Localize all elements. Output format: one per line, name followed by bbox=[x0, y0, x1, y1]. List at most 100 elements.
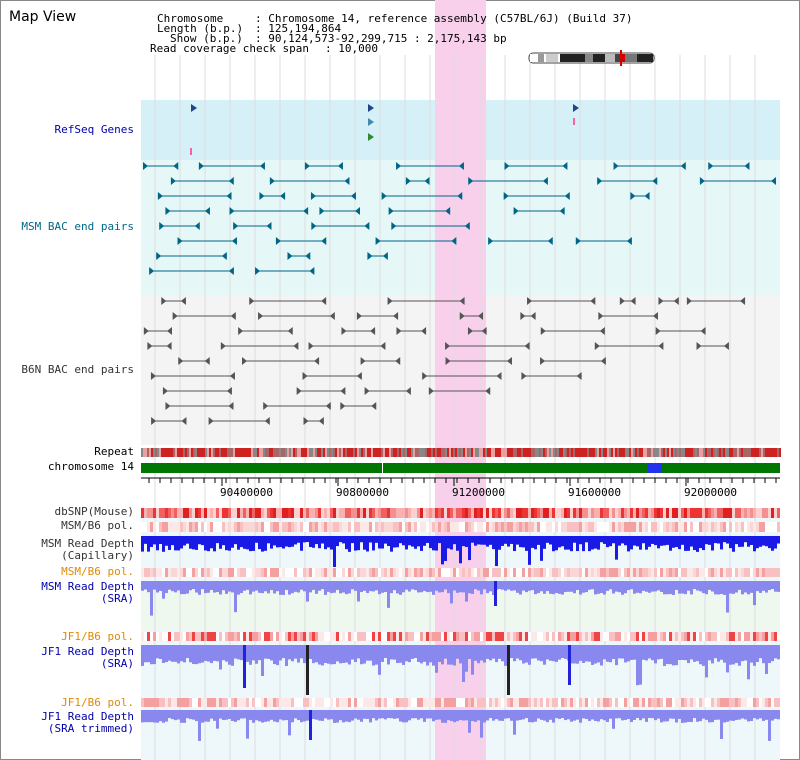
msm-cap-depth-bar bbox=[435, 536, 438, 551]
msm-sra-depth-bar bbox=[753, 581, 756, 606]
msm-cap-depth-bar bbox=[756, 536, 759, 549]
track-label-msm-bac[interactable]: MSM BAC end pairs bbox=[21, 220, 134, 233]
dbsnp-cell bbox=[417, 508, 420, 518]
jf1-pol-cell bbox=[492, 632, 495, 641]
dbsnp-cell bbox=[336, 508, 339, 518]
jf1-sra-depth-bar bbox=[555, 645, 558, 662]
msm-sra-depth-bar bbox=[195, 581, 198, 593]
msm-cap-depth-bar bbox=[564, 536, 567, 550]
track-label-refseq[interactable]: RefSeq Genes bbox=[54, 123, 134, 136]
jf1-pol-cell bbox=[234, 632, 237, 641]
msm-bac-pair-end bbox=[304, 162, 310, 170]
jf1-sra-depth-bar bbox=[219, 645, 222, 670]
msm-pol-cell bbox=[456, 522, 459, 532]
msm-pol-cell bbox=[435, 522, 438, 532]
repeat-block bbox=[387, 448, 389, 457]
msm-pol2-cell bbox=[300, 568, 303, 577]
repeat-block bbox=[625, 448, 627, 457]
msm-pol2-cell bbox=[207, 568, 210, 577]
repeat-block bbox=[363, 448, 365, 457]
msm-pol-cell bbox=[267, 522, 270, 532]
jf1-sra-depth-bar bbox=[606, 645, 609, 662]
jf1-sra-depth-bar bbox=[417, 645, 420, 662]
jf1-pol-cell bbox=[435, 632, 438, 641]
jf1-sra-depth-bar bbox=[192, 645, 195, 665]
track-label-msm-depth-cap-sub: (Capillary) bbox=[61, 549, 134, 562]
track-label-jf1-depth-trim[interactable]: JF1 Read Depth bbox=[41, 710, 134, 723]
track-label-b6n-bac[interactable]: B6N BAC end pairs bbox=[21, 363, 134, 376]
msm-cap-depth-bar bbox=[405, 536, 408, 550]
msm-pol-cell bbox=[408, 522, 411, 532]
msm-pol-cell bbox=[357, 522, 360, 532]
jf1-sra-depth-bar bbox=[579, 645, 582, 661]
dbsnp-cell bbox=[282, 508, 285, 518]
msm-bac-pair-end bbox=[503, 192, 509, 200]
jf1-sra-depth-bar bbox=[492, 645, 495, 659]
jf1-pol-cell bbox=[723, 632, 726, 641]
jf1-pol-cell bbox=[660, 632, 663, 641]
msm-cap-depth-bar bbox=[240, 536, 243, 548]
jf1-sra-depth-bar bbox=[225, 645, 228, 662]
dbsnp-cell bbox=[681, 508, 684, 518]
msm-sra-depth-bar bbox=[156, 581, 159, 593]
msm-pol2-cell bbox=[363, 568, 366, 577]
jf1-pol-cell bbox=[351, 632, 354, 641]
msm-sra-depth-bar bbox=[402, 581, 405, 593]
msm-pol-cell bbox=[207, 522, 210, 532]
track-label-jf1-depth-sra[interactable]: JF1 Read Depth bbox=[41, 645, 134, 658]
msm-pol-cell bbox=[597, 522, 600, 532]
msm-sra-depth-bar bbox=[408, 581, 411, 592]
dbsnp-cell bbox=[456, 508, 459, 518]
track-label-jf1-pol-1[interactable]: JF1/B6 pol. bbox=[61, 630, 134, 643]
msm-cap-depth-bar bbox=[390, 536, 393, 552]
msm-pol2-cell bbox=[549, 568, 552, 577]
track-label-msm-pol-1[interactable]: MSM/B6 pol. bbox=[61, 519, 134, 532]
dbsnp-cell bbox=[201, 508, 204, 518]
jf1-pol2-cell bbox=[576, 698, 579, 707]
jf1-sra-depth-bar bbox=[285, 645, 288, 666]
track-label-msm-pol-2[interactable]: MSM/B6 pol. bbox=[61, 565, 134, 578]
jf1-pol2-cell bbox=[546, 698, 549, 707]
jf1-pol2-cell bbox=[480, 698, 483, 707]
msm-bac-pair-end bbox=[451, 237, 457, 245]
jf1-sra-depth-bar bbox=[366, 645, 369, 661]
jf1-pol2-cell bbox=[678, 698, 681, 707]
dbsnp-cell bbox=[519, 508, 522, 518]
jf1-sra-depth-bar bbox=[441, 645, 444, 665]
dbsnp-cell bbox=[453, 508, 456, 518]
track-label-jf1-pol-2[interactable]: JF1/B6 pol. bbox=[61, 696, 134, 709]
repeat-block bbox=[497, 448, 499, 457]
msm-cap-depth-bar bbox=[303, 536, 306, 543]
msm-pol2-cell bbox=[774, 568, 777, 577]
track-label-dbsnp[interactable]: dbSNP(Mouse) bbox=[54, 505, 134, 518]
jf1-trim-depth-bar bbox=[144, 710, 147, 723]
msm-cap-depth-bar bbox=[738, 536, 741, 547]
jf1-pol2-cell bbox=[417, 698, 420, 707]
jf1-trim-depth-bar bbox=[705, 710, 708, 720]
jf1-pol-cell bbox=[219, 632, 222, 641]
jf1-sra-depth-bar bbox=[552, 645, 555, 662]
repeat-block bbox=[593, 448, 595, 457]
msm-bac-pair-end bbox=[355, 207, 361, 215]
jf1-sra-depth-bar bbox=[447, 645, 450, 665]
axis-tick-label: 91200000 bbox=[452, 486, 505, 499]
jf1-pol2-cell bbox=[741, 698, 744, 707]
repeat-block bbox=[541, 448, 543, 457]
msm-cap-depth-bar bbox=[447, 536, 450, 549]
chromosome-gap bbox=[648, 463, 662, 473]
repeat-block bbox=[389, 448, 391, 457]
b6n-bac-pair-end bbox=[527, 297, 533, 305]
msm-sra-depth-bar bbox=[630, 581, 633, 590]
track-label-msm-depth-cap[interactable]: MSM Read Depth bbox=[41, 537, 134, 550]
jf1-trim-depth-bar bbox=[639, 710, 642, 721]
jf1-pol2-cell bbox=[669, 698, 672, 707]
jf1-sra-depth-bar bbox=[189, 645, 192, 663]
jf1-pol-cell bbox=[606, 632, 609, 641]
track-label-msm-depth-sra[interactable]: MSM Read Depth bbox=[41, 580, 134, 593]
jf1-pol-cell bbox=[339, 632, 342, 641]
repeat-block bbox=[331, 448, 333, 457]
msm-bac-pair-end bbox=[562, 162, 568, 170]
jf1-pol-cell bbox=[276, 632, 279, 641]
dbsnp-cell bbox=[366, 508, 369, 518]
